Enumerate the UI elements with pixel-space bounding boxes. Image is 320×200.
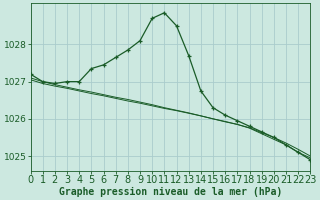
X-axis label: Graphe pression niveau de la mer (hPa): Graphe pression niveau de la mer (hPa) <box>59 186 282 197</box>
